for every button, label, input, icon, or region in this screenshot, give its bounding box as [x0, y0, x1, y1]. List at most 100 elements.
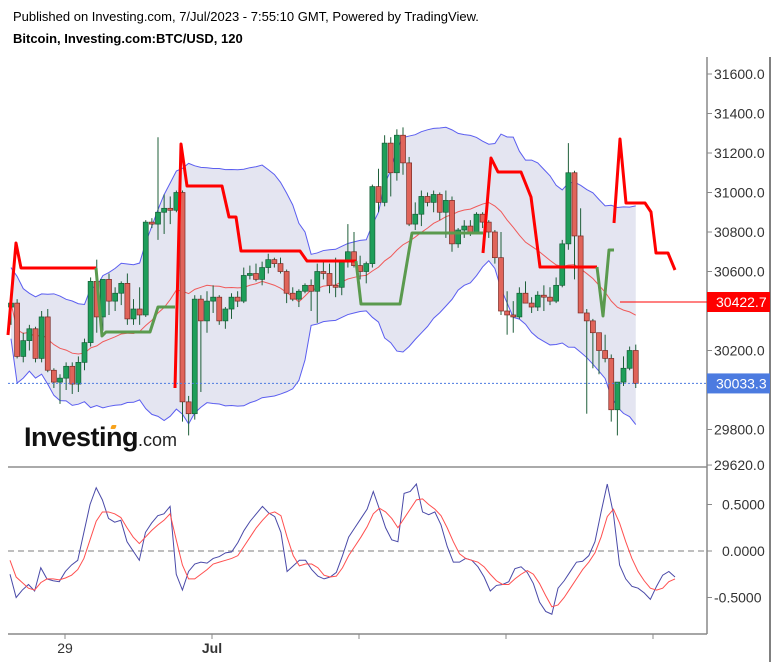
- candle-up: [369, 186, 376, 264]
- candle-down: [608, 358, 615, 411]
- candle-down: [504, 310, 510, 316]
- candle-up: [228, 296, 235, 310]
- price-tick-label: 31000.0: [714, 185, 765, 201]
- candle-up: [565, 172, 572, 245]
- candle-down: [602, 350, 608, 359]
- candle-down: [522, 292, 529, 304]
- oscillator-panel: [8, 482, 707, 615]
- candle-up: [63, 365, 69, 379]
- candle-down: [596, 332, 602, 351]
- candle-down: [400, 134, 406, 164]
- time-tick-label: 29: [57, 640, 73, 656]
- price-tick-label: 31200.0: [714, 145, 765, 161]
- price-tick-label: 29620.0: [714, 457, 765, 473]
- candle-up: [81, 342, 88, 363]
- candle-down: [289, 292, 296, 300]
- candle-up: [461, 225, 468, 231]
- candlesticks: [8, 127, 639, 436]
- candle-up: [614, 381, 621, 411]
- candle-down: [69, 365, 76, 385]
- candle-down: [179, 192, 186, 403]
- candle-up: [363, 263, 370, 272]
- candle-up: [161, 207, 167, 213]
- candle-down: [167, 207, 174, 211]
- candle-up: [20, 340, 27, 357]
- candle-up: [87, 281, 94, 343]
- candle-down: [185, 401, 192, 415]
- candle-up: [247, 273, 253, 276]
- price-tick-label: 29800.0: [714, 422, 765, 438]
- candle-down: [571, 172, 578, 237]
- candle-up: [57, 377, 63, 383]
- candle-down: [449, 200, 455, 245]
- candle-up: [112, 292, 118, 302]
- candle-down: [14, 302, 20, 357]
- candle-up: [381, 142, 388, 203]
- oscillator-d-line: [9, 498, 676, 608]
- candle-down: [277, 263, 284, 272]
- candle-down: [485, 221, 492, 233]
- candle-down: [528, 302, 535, 308]
- price-tick-label: 30600.0: [714, 264, 765, 280]
- candle-down: [436, 194, 443, 213]
- candle-up: [296, 290, 302, 300]
- candle-up: [75, 362, 82, 385]
- candle-up: [473, 213, 480, 235]
- candle-down: [216, 296, 223, 322]
- candle-up: [265, 259, 272, 268]
- candle-up: [191, 298, 198, 415]
- osc-tick-label: -0.5000: [714, 590, 762, 606]
- candle-down: [326, 273, 333, 286]
- candle-down: [234, 296, 241, 302]
- basis-price-label: 30422.7: [716, 294, 767, 310]
- candle-up: [155, 211, 161, 225]
- price-tick-label: 31600.0: [714, 66, 765, 82]
- candle-down: [332, 284, 339, 288]
- supertrend-down-segment: [481, 156, 597, 269]
- upper-band: [10, 126, 636, 305]
- time-tick-label: Jul: [202, 640, 222, 656]
- candle-up: [443, 200, 449, 213]
- supertrend-up-segment: [595, 248, 614, 318]
- lower-band: [10, 259, 637, 425]
- symbol-title: Bitcoin, Investing.com:BTC/USD, 120: [13, 31, 243, 46]
- price-tick-label: 30800.0: [714, 224, 765, 240]
- published-caption: Published on Investing.com, 7/Jul/2023 -…: [13, 9, 479, 24]
- candle-up: [394, 134, 400, 174]
- supertrend-down-segment: [173, 142, 356, 389]
- candle-up: [130, 308, 137, 320]
- candle-up: [553, 284, 559, 302]
- supertrend-down-segment: [6, 241, 96, 336]
- candle-down: [498, 257, 504, 312]
- candle-up: [259, 267, 265, 280]
- candle-down: [375, 186, 382, 203]
- supertrend-up-segment: [354, 231, 483, 306]
- last-price-badge: [707, 373, 770, 394]
- osc-tick-label: 0.0000: [722, 543, 765, 559]
- candle-up: [26, 328, 33, 341]
- candle-up: [142, 221, 149, 316]
- candle-up: [210, 296, 216, 302]
- candle-down: [424, 196, 431, 203]
- candle-up: [430, 194, 437, 203]
- candle-down: [198, 298, 204, 322]
- basis-line: [10, 201, 636, 355]
- candle-down: [351, 251, 357, 266]
- candle-up: [620, 367, 627, 383]
- candle-up: [412, 213, 419, 225]
- candle-up: [302, 284, 308, 292]
- candle-up: [38, 316, 45, 359]
- candle-down: [510, 314, 517, 318]
- candle-down: [51, 369, 57, 383]
- candle-down: [547, 296, 553, 302]
- candle-up: [222, 308, 229, 322]
- candle-down: [632, 350, 639, 384]
- price-tick-label: 31400.0: [714, 106, 765, 122]
- candle-down: [406, 162, 412, 225]
- candle-down: [32, 328, 39, 359]
- candle-up: [418, 196, 425, 215]
- candle-up: [100, 279, 106, 318]
- oscillator-k-line: [9, 482, 676, 615]
- candle-down: [541, 294, 547, 298]
